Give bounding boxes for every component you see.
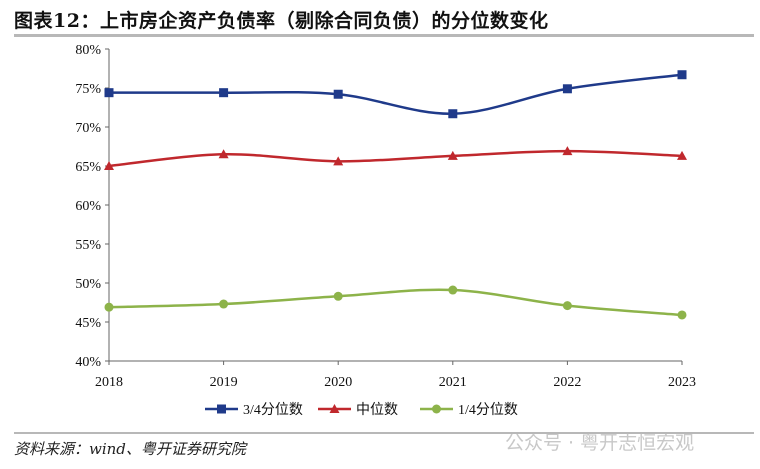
y-tick-label: 60% bbox=[75, 199, 101, 214]
x-tick-label: 2022 bbox=[553, 375, 581, 390]
data-point-2 bbox=[677, 310, 687, 320]
data-point-2 bbox=[448, 285, 458, 295]
y-tick-label: 45% bbox=[75, 316, 101, 331]
series-line-1 bbox=[108, 149, 683, 168]
x-tick-label: 2020 bbox=[324, 375, 352, 390]
data-point-0 bbox=[333, 89, 343, 99]
legend-marker-0 bbox=[217, 404, 226, 414]
y-tick-label: 50% bbox=[75, 277, 101, 292]
chart-title: 图表12：上市房企资产负债率（剔除合同负债）的分位数变化 bbox=[14, 10, 549, 32]
data-point-1 bbox=[677, 150, 687, 160]
y-tick-label: 65% bbox=[75, 160, 101, 175]
data-point-2 bbox=[104, 302, 114, 312]
x-tick-label: 2018 bbox=[95, 375, 123, 390]
data-point-0 bbox=[448, 109, 458, 119]
y-tick-label: 75% bbox=[75, 82, 101, 97]
series-line-2 bbox=[108, 288, 683, 317]
data-point-0 bbox=[104, 88, 114, 98]
legend-label-0: 3/4分位数 bbox=[243, 402, 303, 418]
data-point-1 bbox=[333, 156, 344, 166]
data-point-2 bbox=[333, 291, 343, 301]
title-divider bbox=[14, 34, 754, 37]
data-point-0 bbox=[219, 88, 229, 98]
data-point-1 bbox=[447, 150, 458, 160]
y-tick-label: 70% bbox=[75, 121, 101, 136]
source-note: 资料来源：wind、粤开证券研究院 bbox=[14, 440, 246, 458]
y-tick-label: 80% bbox=[75, 43, 101, 58]
legend-marker-2 bbox=[432, 404, 441, 414]
x-tick-label: 2021 bbox=[439, 375, 467, 390]
data-point-0 bbox=[677, 70, 687, 80]
legend-label-1: 中位数 bbox=[356, 402, 398, 418]
source-divider bbox=[14, 432, 754, 434]
y-tick-label: 55% bbox=[75, 238, 101, 253]
legend-label-2: 1/4分位数 bbox=[458, 402, 518, 418]
data-point-1 bbox=[104, 161, 114, 170]
data-point-2 bbox=[219, 299, 229, 309]
series-line-0 bbox=[108, 73, 683, 115]
data-point-1 bbox=[218, 149, 229, 159]
legend-marker-1 bbox=[329, 404, 340, 413]
watermark: 公众号 · 粤开志恒宏观 bbox=[505, 432, 695, 454]
data-point-2 bbox=[562, 301, 572, 311]
y-tick-label: 40% bbox=[75, 355, 101, 370]
data-point-1 bbox=[562, 146, 573, 156]
data-point-0 bbox=[562, 84, 572, 94]
x-tick-label: 2019 bbox=[210, 375, 238, 390]
x-tick-label: 2023 bbox=[668, 375, 696, 390]
